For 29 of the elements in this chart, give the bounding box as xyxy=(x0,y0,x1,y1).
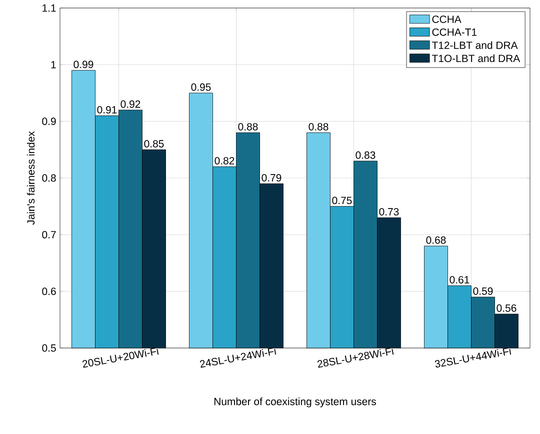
data-label: 0.85 xyxy=(144,140,164,148)
data-label: 0.61 xyxy=(450,276,470,284)
data-label: 0.83 xyxy=(356,151,376,159)
y-tick-label: 0.8 xyxy=(42,174,56,182)
data-label: 0.88 xyxy=(238,123,258,130)
y-tick-label: 0.9 xyxy=(42,118,56,126)
data-label: 0.79 xyxy=(262,174,282,182)
data-label: 0.68 xyxy=(426,236,446,244)
y-tick-label: 0.7 xyxy=(42,230,56,238)
data-label: 0.56 xyxy=(496,304,516,312)
data-label: 0.95 xyxy=(191,83,211,91)
y-tick-label: 0.5 xyxy=(42,344,56,352)
x-axis-title: Number of coexisting system users xyxy=(214,398,376,408)
data-label: 0.99 xyxy=(74,60,94,68)
data-label: 0.82 xyxy=(214,157,234,164)
legend-label: T1O-LBT and DRA xyxy=(432,54,520,62)
legend-label: T12-LBT and DRA xyxy=(432,41,518,49)
data-label: 0.91 xyxy=(97,106,117,114)
y-axis-title: Jain's fairness index xyxy=(26,131,35,225)
data-label: 0.88 xyxy=(308,123,328,130)
legend-label: CCHA-T1 xyxy=(432,28,477,36)
y-tick-label: 1 xyxy=(51,61,56,68)
data-label: 0.92 xyxy=(120,100,140,108)
y-tick-label: 1.1 xyxy=(42,4,56,12)
legend-label: CCHA xyxy=(432,16,462,23)
data-label: 0.73 xyxy=(379,208,399,216)
data-label: 0.75 xyxy=(332,196,352,204)
data-label: 0.59 xyxy=(473,287,493,295)
y-tick-label: 0.6 xyxy=(42,288,56,296)
